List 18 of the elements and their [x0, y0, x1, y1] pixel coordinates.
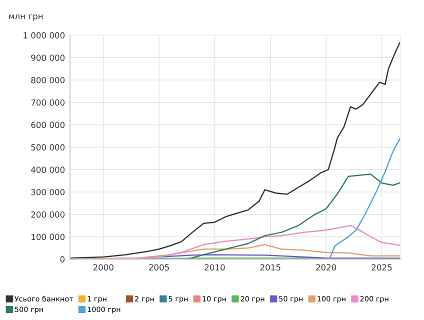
x-tick-label: 2025 [372, 264, 392, 271]
y-tick-label: 700 000 [31, 99, 65, 106]
x-tick-label: 2000 [93, 264, 114, 271]
y-tick-label: 800 000 [31, 76, 65, 84]
y-tick-label: 400 000 [31, 166, 65, 173]
x-tick-label: 2005 [149, 264, 169, 271]
y-tick-label: 0 [60, 256, 65, 262]
x-tick-label: 2015 [260, 264, 280, 271]
y-tick-label: 300 000 [31, 188, 65, 196]
y-tick-label: 1 000 000 [24, 32, 65, 38]
x-tick-label: 2010 [204, 264, 225, 271]
y-axis-title: млн грн [9, 14, 43, 21]
y-tick-label: 200 000 [31, 211, 65, 218]
y-tick-label: 900 000 [31, 54, 65, 61]
x-tick-label: 2020 [316, 264, 336, 271]
y-tick-label: 100 000 [32, 234, 65, 240]
y-tick-label: 500 000 [31, 144, 65, 150]
y-tick-label: 600 000 [31, 122, 65, 128]
